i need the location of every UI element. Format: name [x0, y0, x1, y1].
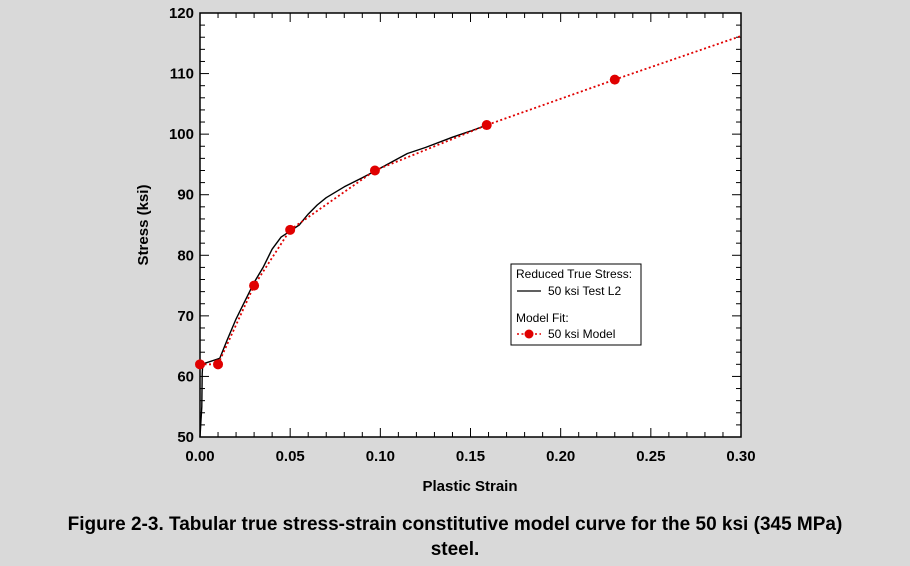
- x-axis-ticks: [199, 13, 742, 437]
- y-axis-label: Stress (ksi): [135, 185, 152, 266]
- figure-caption: Figure 2-3. Tabular true stress-strain c…: [0, 512, 910, 562]
- x-tick-label: 0.30: [726, 448, 755, 465]
- x-tick-label: 0.05: [276, 448, 305, 465]
- legend: Reduced True Stress: 50 ksi Test L2 Mode…: [510, 263, 642, 346]
- legend-group2-title: Model Fit:: [516, 311, 569, 325]
- y-axis-tick-labels: 50 60 70 80 90 100 110 120: [169, 5, 194, 446]
- legend-model-marker: [524, 329, 534, 339]
- y-tick-label: 100: [169, 126, 194, 143]
- y-tick-label: 90: [177, 187, 194, 204]
- plot-area: [199, 12, 742, 438]
- series-layer: [195, 35, 742, 438]
- model-point-marker: [285, 224, 296, 235]
- series-line-test: [199, 124, 487, 438]
- x-tick-label: 0.00: [185, 448, 214, 465]
- y-tick-label: 110: [170, 66, 194, 83]
- y-tick-label: 80: [177, 247, 194, 264]
- series-line-model: [200, 35, 742, 366]
- model-point-marker: [213, 359, 224, 370]
- stress-strain-chart: 0.00 0.05 0.10 0.15 0.20 0.25 0.30 50 60 70 80 90 1…: [135, 5, 756, 495]
- x-tick-label: 0.25: [636, 448, 665, 465]
- x-tick-label: 0.15: [456, 448, 485, 465]
- model-point-marker: [369, 165, 380, 176]
- model-point-marker: [481, 120, 492, 131]
- x-tick-label: 0.10: [366, 448, 395, 465]
- y-tick-label: 70: [177, 308, 194, 325]
- legend-test-label: 50 ksi Test L2: [548, 284, 621, 298]
- model-point-marker: [249, 280, 260, 291]
- legend-model-label: 50 ksi Model: [548, 327, 615, 341]
- x-axis-tick-labels: 0.00 0.05 0.10 0.15 0.20 0.25 0.30: [185, 448, 755, 465]
- caption-line-1: Figure 2-3. Tabular true stress-strain c…: [67, 514, 843, 535]
- y-tick-label: 50: [177, 429, 194, 446]
- x-tick-label: 0.20: [546, 448, 575, 465]
- y-tick-label: 60: [177, 368, 194, 385]
- x-axis-label: Plastic Strain: [422, 478, 517, 495]
- legend-group1-title: Reduced True Stress:: [516, 267, 632, 281]
- y-tick-label: 120: [169, 5, 194, 22]
- caption-line-2: steel.: [430, 539, 480, 560]
- model-point-marker: [609, 74, 620, 85]
- model-point-marker: [195, 359, 205, 370]
